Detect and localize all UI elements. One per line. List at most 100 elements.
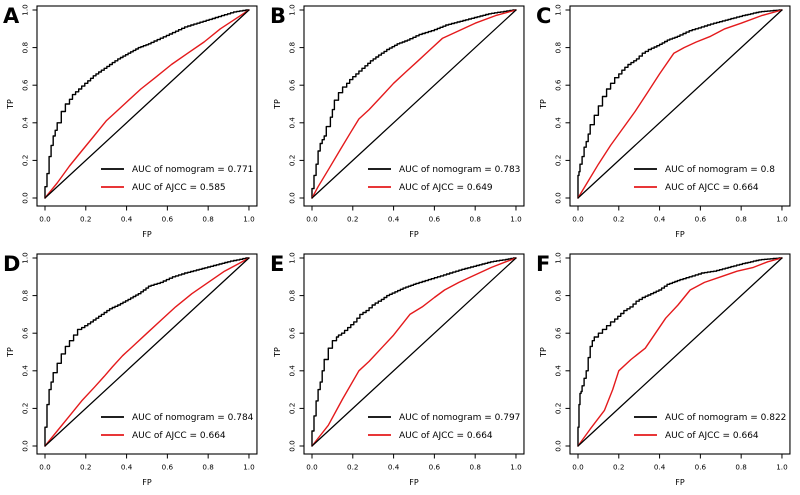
roc-chart-D: D 0.0 0.2 0.4 0.6 0.8 1.0 0.0 0.2 0.4 0.6 0.8 1.0 FP T… <box>3 251 258 487</box>
panel-A: A 0.0 0.2 0.4 0.6 0.8 1.0 0.0 0.2 0.4 0.6 0.8 1.0 FP T… <box>0 0 267 248</box>
y-tick-label: 0.6 <box>554 327 563 339</box>
y-tick-label: 1.0 <box>554 251 563 263</box>
legend-label-ajcc: AUC of AJCC = 0.664 <box>399 430 493 440</box>
y-tick-label: 0.2 <box>554 155 563 166</box>
x-tick-label: 0.0 <box>306 462 318 471</box>
y-tick-label: 0.4 <box>287 117 296 129</box>
y-tick-label: 0.4 <box>287 364 296 376</box>
x-axis-label: FP <box>409 477 419 486</box>
y-axis-label: TP <box>6 346 15 357</box>
plot-box <box>569 252 791 455</box>
y-tick-label: 1.0 <box>287 4 296 16</box>
y-tick-label: 0.2 <box>554 402 563 413</box>
x-tick-label: 1.0 <box>510 462 522 471</box>
x-tick-label: 0.4 <box>121 462 133 471</box>
y-tick-label: 0.2 <box>287 155 296 166</box>
y-tick-label: 0.2 <box>20 402 29 413</box>
reference-line <box>44 9 250 199</box>
legend: AUC of nomogram = 0.822 AUC of AJCC = 0.6… <box>634 412 787 441</box>
x-axis: 0.0 0.2 0.4 0.6 0.8 1.0 <box>306 206 522 224</box>
roc-curve-ajcc <box>310 256 517 447</box>
panel-F: F 0.0 0.2 0.4 0.6 0.8 1.0 0.0 0.2 0.4 0.6 0.8 1.0 FP T… <box>533 248 800 495</box>
y-tick-label: 1.0 <box>20 4 29 16</box>
y-tick-label: 0.2 <box>20 155 29 166</box>
panel-letter: C <box>536 4 551 28</box>
legend-label-ajcc: AUC of AJCC = 0.649 <box>399 183 493 193</box>
y-tick-label: 0.8 <box>20 41 29 53</box>
y-tick-label: 0.0 <box>554 439 563 451</box>
y-tick-label: 0.0 <box>20 192 29 204</box>
x-tick-label: 0.6 <box>695 462 707 471</box>
x-tick-label: 0.2 <box>613 214 624 223</box>
roc-curve-ajcc <box>577 9 783 199</box>
x-tick-label: 0.8 <box>736 462 748 471</box>
roc-chart-B: B 0.0 0.2 0.4 0.6 0.8 1.0 0.0 0.2 0.4 0.6 0.8 1.0 FP T… <box>270 4 525 239</box>
plot-box <box>303 5 525 207</box>
y-tick-label: 0.4 <box>554 364 563 376</box>
roc-curve-nomogram <box>310 9 517 199</box>
y-axis: 0.0 0.2 0.4 0.6 0.8 1.0 <box>554 251 571 451</box>
x-tick-label: 0.2 <box>347 462 358 471</box>
x-tick-label: 0.6 <box>695 214 707 223</box>
panel-B: B 0.0 0.2 0.4 0.6 0.8 1.0 0.0 0.2 0.4 0.6 0.8 1.0 FP T… <box>267 0 534 248</box>
x-axis: 0.0 0.2 0.4 0.6 0.8 1.0 <box>573 453 789 471</box>
roc-curve-nomogram <box>44 256 250 447</box>
roc-chart-F: F 0.0 0.2 0.4 0.6 0.8 1.0 0.0 0.2 0.4 0.6 0.8 1.0 FP T… <box>536 251 791 487</box>
plot-box <box>36 5 258 207</box>
y-axis-label: TP <box>539 346 548 357</box>
x-tick-label: 0.2 <box>80 462 91 471</box>
legend-label-nomogram: AUC of nomogram = 0.797 <box>399 412 520 422</box>
x-tick-label: 0.6 <box>428 462 440 471</box>
roc-curve-nomogram <box>44 9 250 199</box>
roc-curve-ajcc <box>44 256 250 447</box>
x-tick-label: 1.0 <box>777 462 789 471</box>
panel-E: E 0.0 0.2 0.4 0.6 0.8 1.0 0.0 0.2 0.4 0.6 0.8 1.0 FP T… <box>267 248 534 495</box>
x-tick-label: 0.0 <box>306 214 318 223</box>
panel-letter: F <box>536 251 550 275</box>
legend-label-ajcc: AUC of AJCC = 0.664 <box>665 183 759 193</box>
y-axis: 0.0 0.2 0.4 0.6 0.8 1.0 <box>20 4 37 204</box>
y-tick-label: 0.0 <box>287 439 296 451</box>
plot-box <box>569 5 791 207</box>
x-tick-label: 0.4 <box>388 214 400 223</box>
legend: AUC of nomogram = 0.783 AUC of AJCC = 0.6… <box>367 165 520 193</box>
panel-letter: E <box>270 251 284 275</box>
x-tick-label: 0.8 <box>469 462 481 471</box>
x-tick-label: 0.8 <box>202 214 214 223</box>
x-axis-label: FP <box>142 230 152 239</box>
roc-curve-ajcc <box>310 9 517 199</box>
x-tick-label: 0.2 <box>613 462 624 471</box>
legend: AUC of nomogram = 0.8 AUC of AJCC = 0.664 <box>634 165 776 193</box>
y-axis-label: TP <box>273 99 282 110</box>
y-axis-label: TP <box>6 99 15 110</box>
x-tick-label: 1.0 <box>777 214 789 223</box>
x-tick-label: 0.2 <box>80 214 91 223</box>
legend-label-ajcc: AUC of AJCC = 0.664 <box>132 430 226 440</box>
panel-letter: B <box>270 4 286 28</box>
x-tick-label: 0.8 <box>469 214 481 223</box>
y-tick-label: 1.0 <box>20 251 29 263</box>
x-tick-label: 0.4 <box>654 462 666 471</box>
y-tick-label: 0.4 <box>20 364 29 376</box>
y-axis-label: TP <box>539 99 548 110</box>
x-tick-label: 0.6 <box>428 214 440 223</box>
x-tick-label: 0.2 <box>347 214 358 223</box>
y-tick-label: 0.6 <box>287 79 296 91</box>
roc-chart-C: C 0.0 0.2 0.4 0.6 0.8 1.0 0.0 0.2 0.4 0.6 0.8 1.0 FP T… <box>536 4 791 239</box>
y-tick-label: 0.2 <box>287 402 296 413</box>
legend: AUC of nomogram = 0.797 AUC of AJCC = 0.6… <box>367 412 520 441</box>
y-tick-label: 0.0 <box>20 439 29 451</box>
y-axis: 0.0 0.2 0.4 0.6 0.8 1.0 <box>287 251 304 451</box>
x-tick-label: 0.8 <box>202 462 214 471</box>
legend-label-nomogram: AUC of nomogram = 0.771 <box>132 165 253 175</box>
y-tick-label: 0.6 <box>20 79 29 91</box>
roc-curve-ajcc <box>577 256 783 447</box>
legend-label-nomogram: AUC of nomogram = 0.783 <box>399 165 520 175</box>
x-tick-label: 0.0 <box>39 214 51 223</box>
legend: AUC of nomogram = 0.784 AUC of AJCC = 0.6… <box>100 412 254 441</box>
x-axis-label: FP <box>676 477 686 486</box>
panel-C: C 0.0 0.2 0.4 0.6 0.8 1.0 0.0 0.2 0.4 0.6 0.8 1.0 FP T… <box>533 0 800 248</box>
legend-label-nomogram: AUC of nomogram = 0.822 <box>665 412 786 422</box>
y-tick-label: 1.0 <box>554 4 563 16</box>
x-tick-label: 1.0 <box>243 214 255 223</box>
